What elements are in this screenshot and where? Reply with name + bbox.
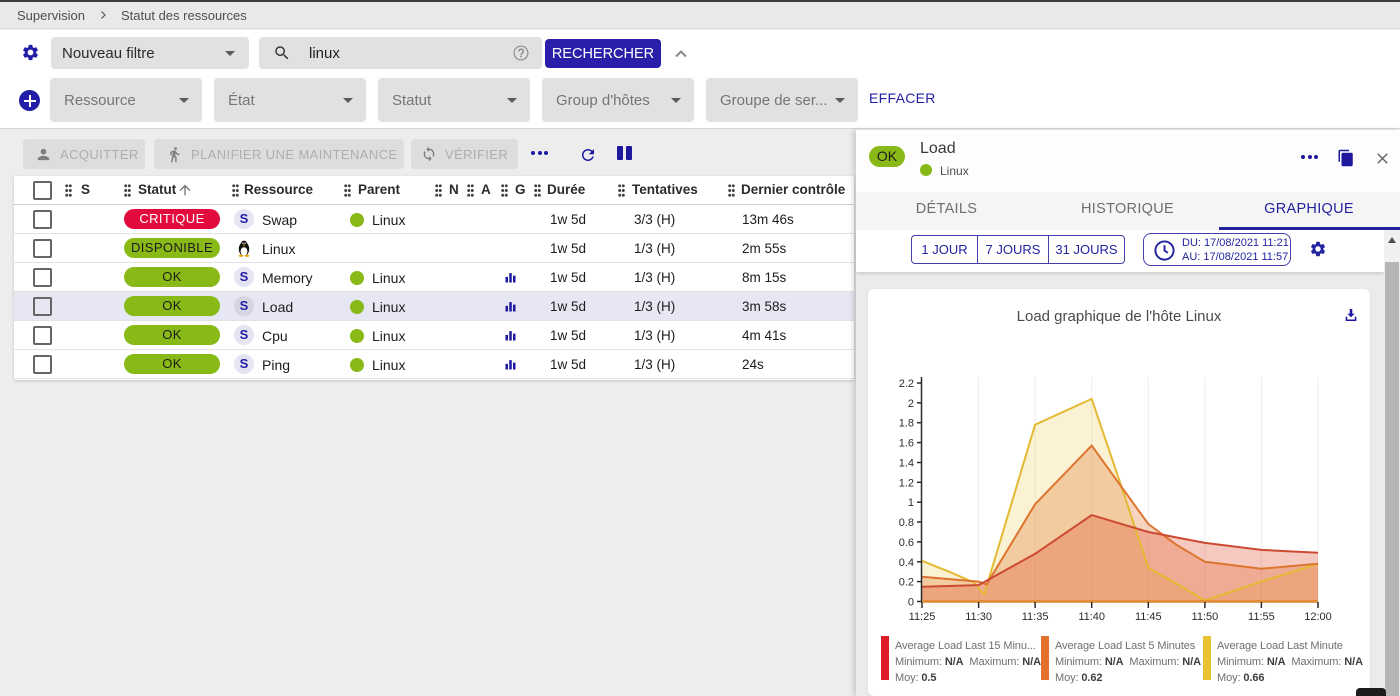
svg-text:0.6: 0.6 — [899, 537, 914, 549]
svg-text:0.4: 0.4 — [899, 557, 914, 569]
svg-text:0.2: 0.2 — [899, 577, 914, 589]
svg-text:1.6: 1.6 — [899, 438, 914, 450]
svg-text:1: 1 — [908, 497, 914, 509]
svg-text:1.4: 1.4 — [899, 458, 914, 470]
svg-text:11:55: 11:55 — [1248, 611, 1275, 623]
svg-text:1.2: 1.2 — [899, 477, 914, 489]
svg-text:11:30: 11:30 — [965, 611, 992, 623]
svg-text:12:00: 12:00 — [1304, 611, 1332, 623]
svg-text:11:25: 11:25 — [909, 611, 936, 623]
svg-text:0.8: 0.8 — [899, 517, 914, 529]
svg-text:0: 0 — [908, 597, 914, 609]
svg-text:11:35: 11:35 — [1022, 611, 1049, 623]
svg-text:2.2: 2.2 — [899, 378, 914, 390]
svg-text:11:45: 11:45 — [1135, 611, 1162, 623]
svg-text:11:40: 11:40 — [1078, 611, 1105, 623]
svg-text:1.8: 1.8 — [899, 418, 914, 430]
svg-text:2: 2 — [908, 398, 914, 410]
svg-text:11:50: 11:50 — [1192, 611, 1219, 623]
